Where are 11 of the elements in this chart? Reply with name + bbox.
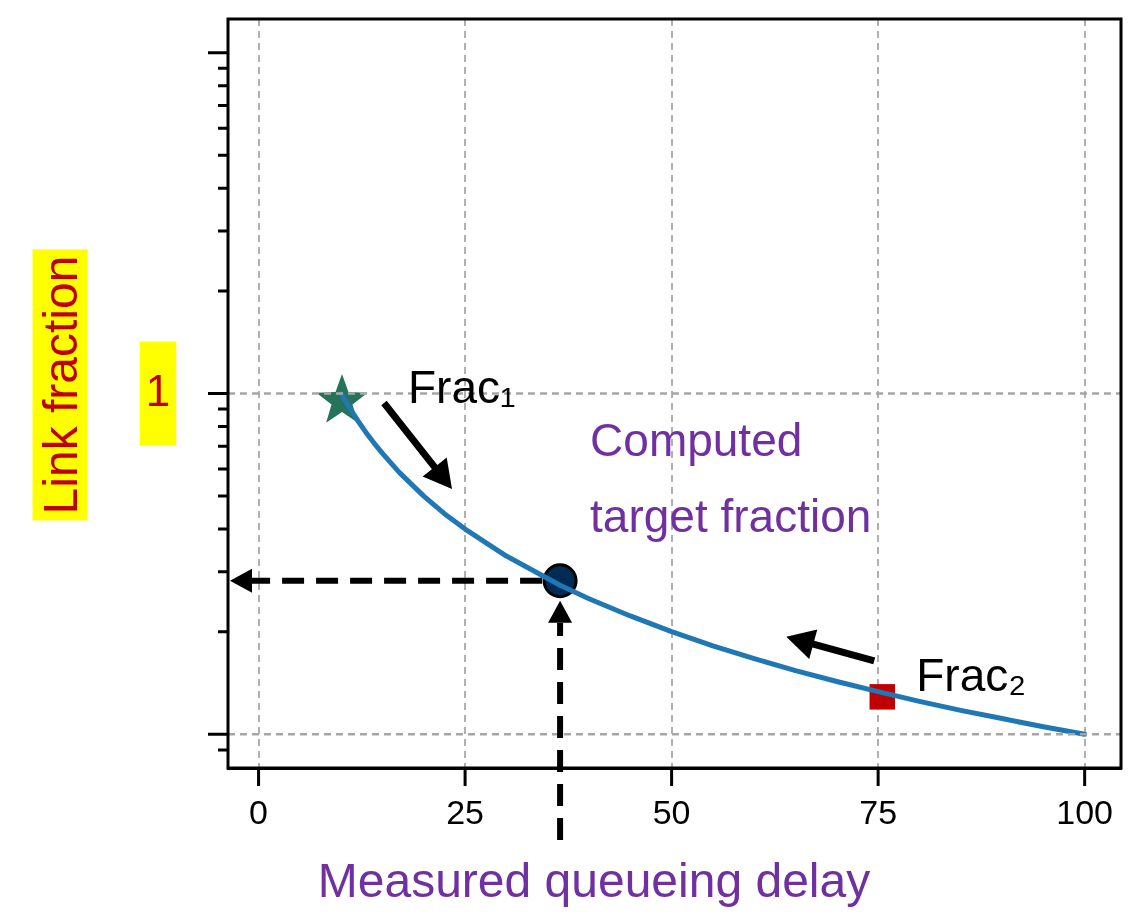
- x-tick-label: 100: [1056, 792, 1114, 831]
- ref-line-label: 1: [145, 365, 171, 415]
- annotation: Frac₂: [916, 648, 1027, 701]
- x-tick-label: 0: [249, 792, 269, 831]
- annotation: Frac₁: [408, 360, 516, 413]
- y-axis-title: Link fraction: [32, 249, 88, 521]
- x-axis-title: Measured queueing delay: [317, 852, 871, 908]
- x-tick-label: 50: [652, 792, 691, 831]
- x-tick-label: 25: [446, 792, 484, 831]
- annotation: Computed target fraction: [590, 413, 872, 542]
- x-tick-label: 75: [859, 792, 898, 831]
